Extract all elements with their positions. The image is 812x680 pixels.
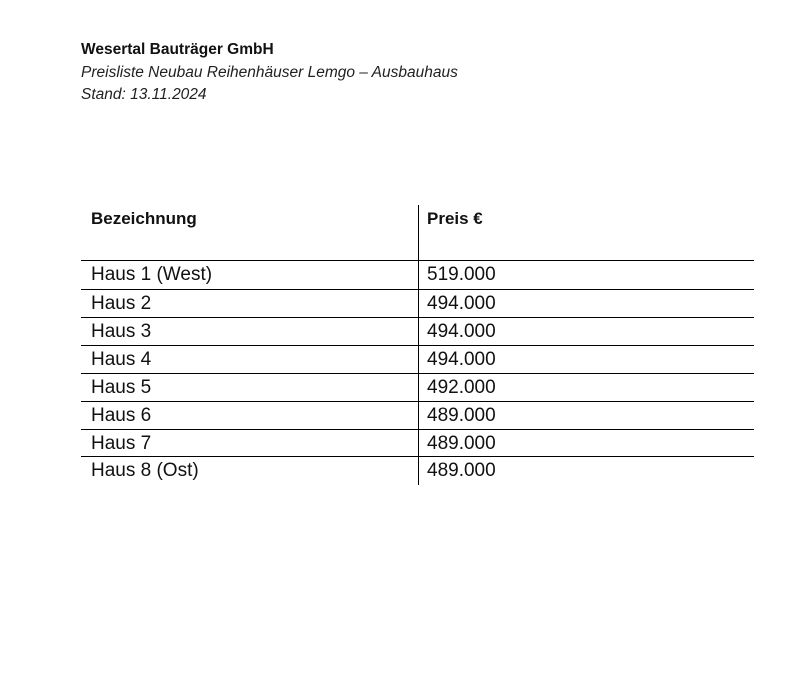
row-name: Haus 3 [91,321,152,342]
table-row: Haus 2 494.000 [81,289,754,318]
row-price: 489.000 [427,405,496,426]
row-price: 494.000 [427,293,496,314]
table-row: Haus 8 (Ost) 489.000 [81,456,754,485]
row-price: 489.000 [427,460,496,481]
row-price: 489.000 [427,433,496,454]
row-price: 494.000 [427,349,496,370]
row-name: Haus 6 [91,405,152,426]
row-price: 492.000 [427,377,496,398]
document-subtitle: Preisliste Neubau Reihenhäuser Lemgo – A… [81,64,458,81]
row-price: 519.000 [427,264,496,285]
document-date: Stand: 13.11.2024 [81,86,207,103]
row-name: Haus 1 (West) [91,264,213,285]
row-price: 494.000 [427,321,496,342]
row-name: Haus 5 [91,377,152,398]
row-name: Haus 8 (Ost) [91,460,199,481]
company-name: Wesertal Bauträger GmbH [81,41,274,58]
table-row: Haus 4 494.000 [81,345,754,374]
row-name: Haus 7 [91,433,152,454]
table-row: Haus 1 (West) 519.000 [81,260,754,289]
table-row: Haus 6 489.000 [81,401,754,430]
column-header-preis: Preis € [427,209,483,228]
table-row: Haus 3 494.000 [81,317,754,346]
table-row: Haus 7 489.000 [81,429,754,458]
column-header-bezeichnung: Bezeichnung [91,209,197,228]
row-name: Haus 4 [91,349,152,370]
table-row: Haus 5 492.000 [81,373,754,402]
row-name: Haus 2 [91,293,152,314]
